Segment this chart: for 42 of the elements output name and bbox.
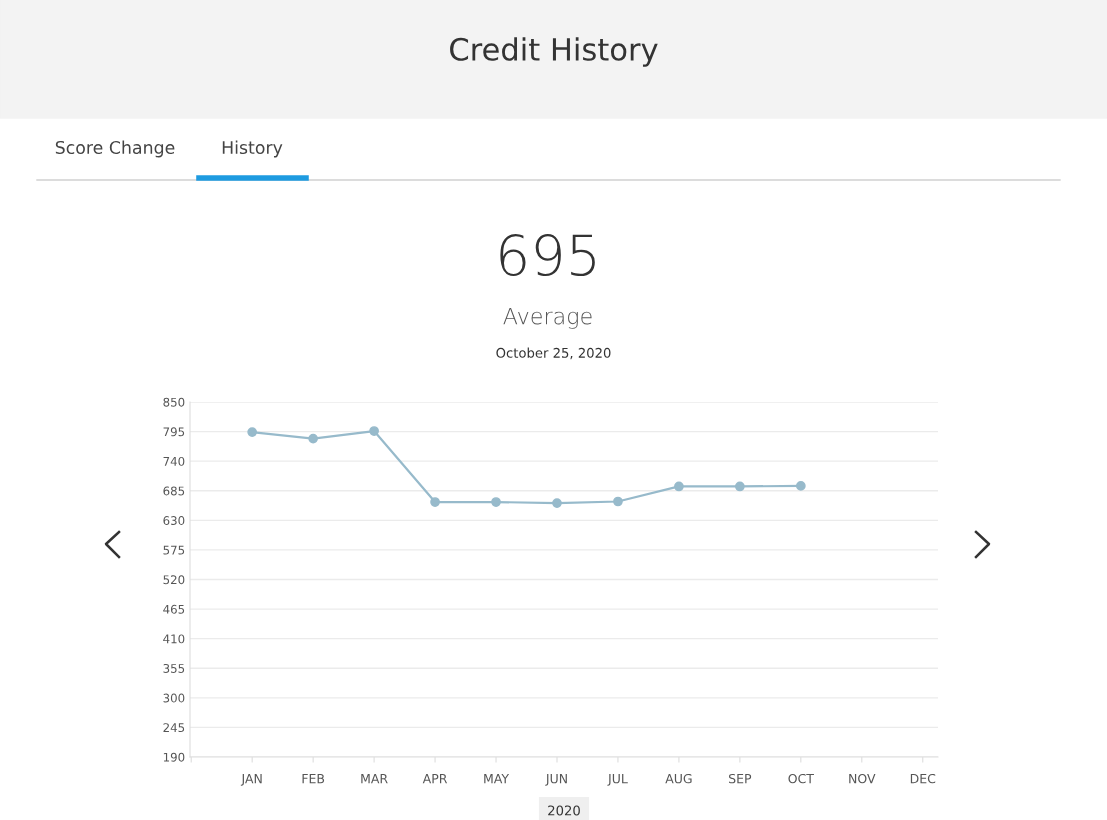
text: Score Change <box>55 140 175 158</box>
y-tick-label: 465 <box>163 604 185 614</box>
text: Average <box>503 307 592 329</box>
y-tick-label: 630 <box>163 516 185 525</box>
x-tick-label: SEP <box>729 773 752 784</box>
text: 695 <box>500 234 595 277</box>
text: History <box>222 140 283 158</box>
x-tick-label: MAY <box>484 774 510 784</box>
y-tick-label: 410 <box>163 634 185 644</box>
x-tick-label: OCT <box>788 773 814 784</box>
y-tick-label: 245 <box>163 723 185 733</box>
y-tick-label: 575 <box>163 545 185 555</box>
point <box>674 481 684 492</box>
x-tick-label: JUN <box>545 774 567 786</box>
x-tick-label: JUL <box>607 774 628 786</box>
x-tick-label: MAR <box>361 774 388 784</box>
x-tick-label: FEB <box>302 774 325 784</box>
y-tick-label: 685 <box>163 486 185 496</box>
y-tick-label: 740 <box>163 456 185 466</box>
x-tick-label: APR <box>422 774 448 784</box>
point <box>430 497 440 507</box>
point <box>795 481 806 491</box>
y-tick-label: 850 <box>163 397 185 407</box>
chart-subtitle: October 25, 2020 <box>496 347 611 360</box>
point <box>308 433 319 444</box>
point <box>247 427 258 437</box>
x-tick-label: JAN <box>240 774 262 786</box>
point <box>552 498 562 508</box>
y-tick-label: 795 <box>163 427 185 437</box>
chart-title: Credit History <box>450 37 658 67</box>
x-tick-label: DEC <box>910 773 936 784</box>
x-tick-label: NOV <box>849 773 876 784</box>
x-axis-title: 2020 <box>548 805 580 816</box>
point <box>369 426 379 436</box>
x-tick-label: AUG <box>665 773 692 784</box>
y-tick-label: 355 <box>163 663 185 673</box>
point <box>613 496 623 507</box>
y-tick-label: 520 <box>163 575 185 585</box>
point <box>491 497 501 507</box>
point <box>735 481 745 492</box>
y-tick-label: 300 <box>163 693 185 703</box>
y-tick-label: 190 <box>163 752 185 762</box>
